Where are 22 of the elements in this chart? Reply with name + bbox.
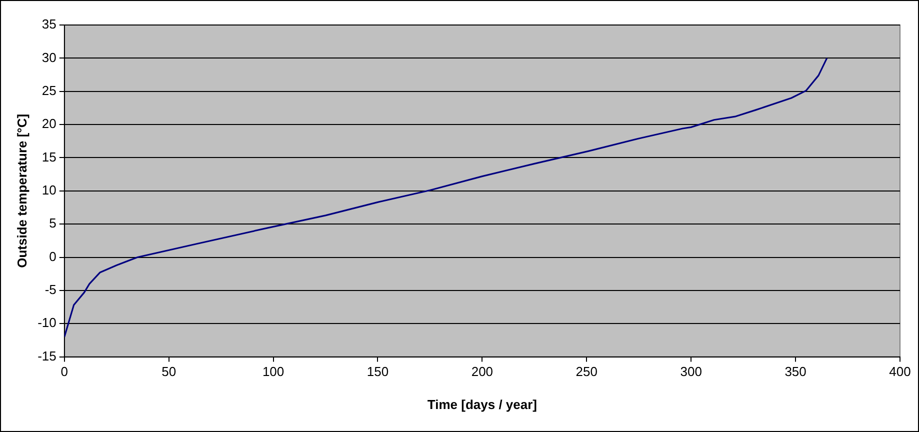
y-tick-label: -5 (44, 282, 56, 298)
x-tick-label: 0 (60, 364, 68, 380)
x-tick-label: 200 (471, 364, 494, 380)
y-tick-label: 35 (42, 16, 56, 32)
x-tick-label: 400 (889, 364, 911, 380)
y-axis-title: Outside temperature [°C] (14, 114, 30, 268)
y-tick-label: 0 (49, 248, 56, 264)
x-tick-label: 150 (366, 364, 389, 380)
y-tick-label: 20 (42, 116, 56, 132)
y-tick-label: 5 (49, 216, 56, 231)
y-tick-label: -15 (38, 348, 56, 364)
x-axis-title: Time [days / year] (427, 396, 537, 412)
y-tick-label: 10 (42, 182, 56, 198)
x-tick-label: 250 (576, 364, 598, 380)
y-tick-label: 30 (42, 50, 56, 65)
x-tick-label: 100 (262, 364, 284, 380)
y-tick-label: 15 (42, 149, 56, 164)
x-tick-label: 300 (680, 364, 702, 380)
x-tick-label: 50 (162, 364, 176, 380)
y-tick-label: -10 (38, 315, 56, 330)
y-tick-label: 25 (42, 82, 56, 98)
x-tick-label: 350 (784, 364, 806, 380)
